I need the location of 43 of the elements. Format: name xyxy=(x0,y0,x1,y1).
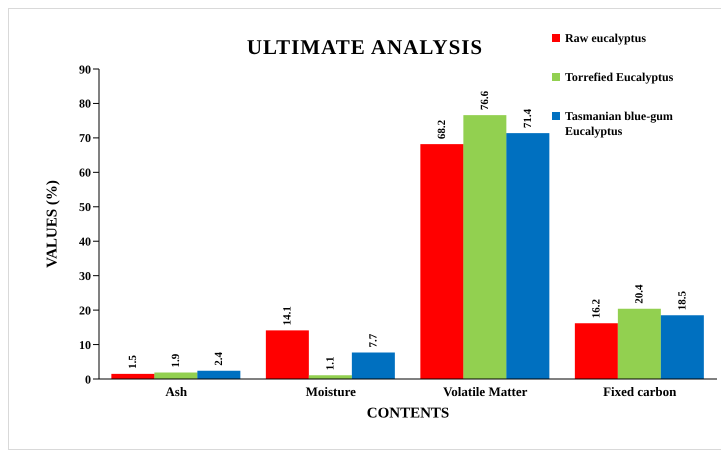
y-tick-label: 20 xyxy=(79,303,91,318)
chart-title: ULTIMATE ANALYSIS xyxy=(246,35,484,59)
y-tick-label: 30 xyxy=(79,268,91,283)
x-tick-label: Fixed carbon xyxy=(603,384,678,400)
x-axis-title: CONTENTS xyxy=(366,406,450,422)
bar xyxy=(506,133,550,379)
data-label: 71.4 xyxy=(522,108,534,128)
x-tick-label: Ash xyxy=(165,384,188,400)
data-label: 76.6 xyxy=(478,90,491,110)
data-label: 14.1 xyxy=(281,306,294,326)
y-tick-label: 10 xyxy=(79,338,91,352)
bar xyxy=(618,308,661,379)
bar xyxy=(660,315,704,379)
y-tick-label: 60 xyxy=(79,166,91,180)
legend-label: Torrefied Eucalyptus xyxy=(565,70,674,85)
bar xyxy=(463,115,506,379)
bar xyxy=(352,352,395,379)
data-label: 7.7 xyxy=(367,333,380,348)
y-tick-label: 40 xyxy=(79,234,91,248)
y-tick-label: 80 xyxy=(79,96,91,111)
data-label: 18.5 xyxy=(676,290,688,310)
data-label: 16.2 xyxy=(590,298,602,318)
bar xyxy=(308,375,352,379)
bar xyxy=(574,323,618,379)
y-tick-label: 70 xyxy=(79,131,91,146)
bar xyxy=(266,330,309,379)
bar xyxy=(154,372,198,379)
x-tick-label: Volatile Matter xyxy=(443,384,528,400)
y-tick-label: 0 xyxy=(85,372,91,386)
bar xyxy=(420,144,464,379)
bar xyxy=(197,370,240,379)
y-tick-label: 50 xyxy=(79,200,91,214)
legend-label: Tasmanian blue-gum Eucalyptus xyxy=(565,109,674,139)
data-label: 68.2 xyxy=(436,119,448,140)
y-axis-title: VALUES (%) xyxy=(44,180,60,268)
data-label: 1.9 xyxy=(170,353,182,368)
x-tick-label: Moisture xyxy=(306,384,356,400)
legend-label: Raw eucalyptus xyxy=(565,31,646,46)
data-label: 1.5 xyxy=(126,354,139,369)
y-tick-label: 90 xyxy=(79,62,91,76)
data-label: 20.4 xyxy=(633,284,646,304)
data-label: 2.4 xyxy=(212,351,225,366)
data-label: 1.1 xyxy=(324,356,336,370)
